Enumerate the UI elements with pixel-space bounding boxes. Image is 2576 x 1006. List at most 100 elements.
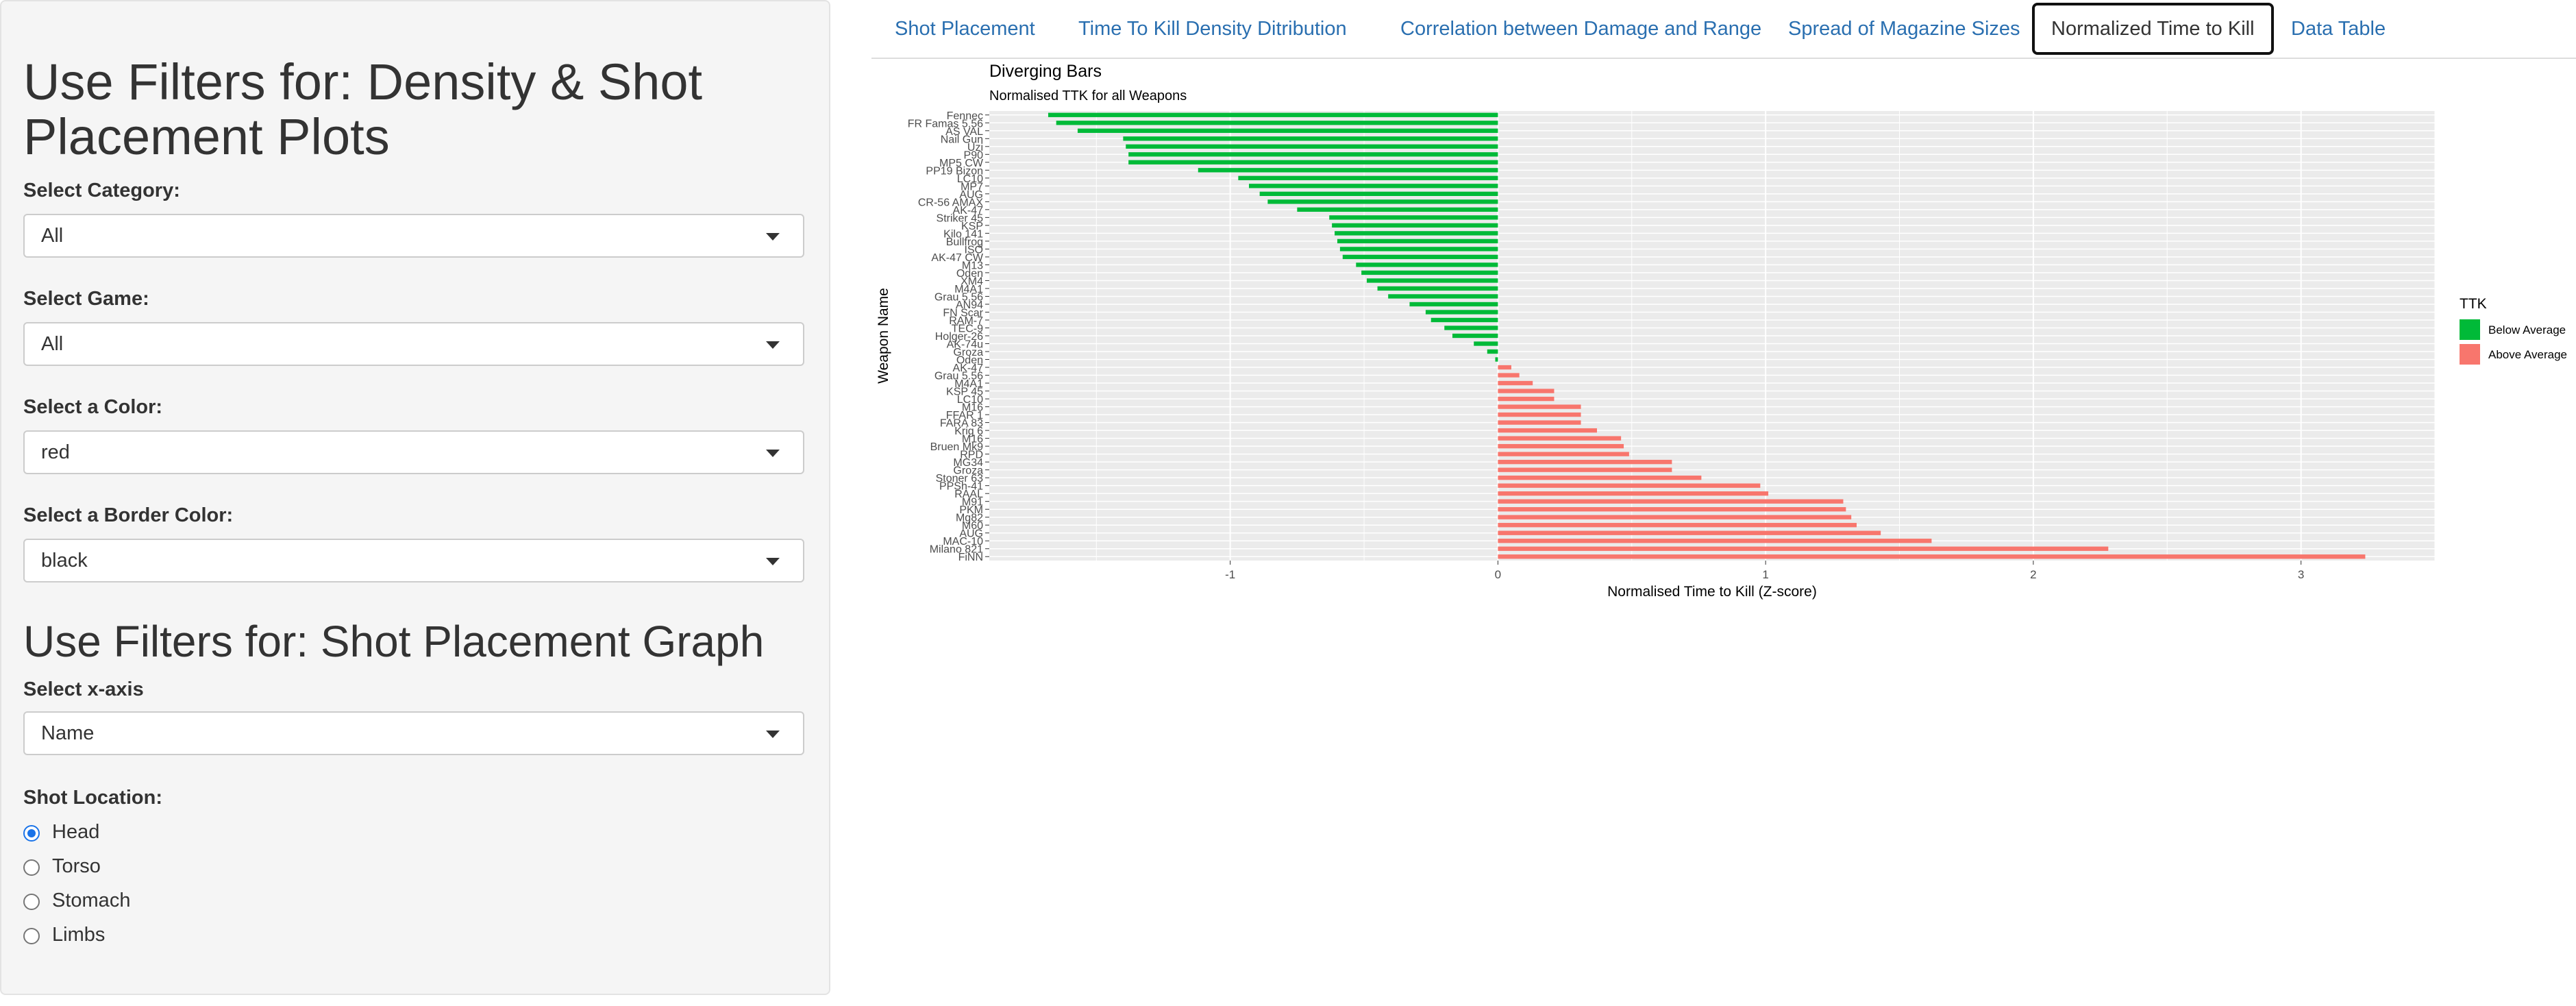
y-tick-label: M4A1 xyxy=(954,378,983,390)
game-label: Select Game: xyxy=(23,288,149,310)
xaxis-label: Select x-axis xyxy=(23,678,144,700)
border-color-select[interactable]: black xyxy=(23,539,804,582)
y-tick-label: KSP xyxy=(961,221,983,232)
chart-bar xyxy=(1361,270,1498,275)
chart-bar xyxy=(1128,160,1498,164)
chart-bar xyxy=(1498,373,1520,378)
chart-bar xyxy=(1198,168,1498,173)
y-tick-label: Fennec xyxy=(947,110,983,122)
chart-bar xyxy=(1498,428,1597,433)
x-tick-label: 2 xyxy=(2030,568,2036,581)
chart-bar xyxy=(1425,310,1498,315)
y-tick-label: AS VAL xyxy=(945,126,983,138)
y-tick-label: Striker 45 xyxy=(937,212,984,224)
sidebar-title-density: Use Filters for: Density & Shot Placemen… xyxy=(23,53,703,165)
tab-magazine-sizes[interactable]: Spread of Magazine Sizes xyxy=(1788,18,2020,40)
y-tick-label: XM4 xyxy=(961,275,983,287)
x-tick-label: -1 xyxy=(1225,568,1235,581)
chevron-down-icon xyxy=(766,341,780,349)
y-tick-label: TEC-9 xyxy=(952,323,983,334)
color-select-value: red xyxy=(41,441,70,463)
chart-bar xyxy=(1377,286,1498,291)
y-tick-label: PPSh-41 xyxy=(939,481,983,493)
radio-button[interactable] xyxy=(23,859,40,876)
xaxis-select[interactable]: Name xyxy=(23,711,804,755)
tab-normalized-ttk[interactable]: Normalized Time to Kill xyxy=(2032,3,2274,55)
radio-label: Torso xyxy=(52,855,101,877)
y-tick-label: MAC-10 xyxy=(943,536,983,548)
chart-bar xyxy=(1335,231,1498,236)
y-tick-label: Grau 5.56 xyxy=(934,291,983,303)
category-select[interactable]: All xyxy=(23,214,804,258)
chart-bar xyxy=(1498,515,1852,519)
x-tick-label: 0 xyxy=(1495,568,1501,581)
chart-bar xyxy=(1498,412,1581,417)
chart-bar xyxy=(1128,152,1498,157)
x-axis-title: Normalised Time to Kill (Z-score) xyxy=(1607,584,1817,600)
legend-label: Above Average xyxy=(2488,348,2567,361)
color-select[interactable]: red xyxy=(23,430,804,474)
legend-swatch xyxy=(2460,319,2480,340)
chart-bar xyxy=(1337,238,1498,244)
y-tick-label: M16 xyxy=(962,434,983,445)
border-color-label: Select a Border Color: xyxy=(23,504,234,526)
radio-button-checked[interactable] xyxy=(23,825,40,842)
category-label: Select Category: xyxy=(23,180,180,201)
chevron-down-icon xyxy=(766,450,780,457)
y-tick-label: RAM-7 xyxy=(949,315,983,327)
y-tick-label: P90 xyxy=(964,149,984,161)
chart-bar xyxy=(1474,341,1498,346)
y-tick-label: Kilo 141 xyxy=(943,228,983,240)
chart-bar xyxy=(1498,380,1533,386)
tab-data-table[interactable]: Data Table xyxy=(2291,18,2386,40)
chevron-down-icon xyxy=(766,233,780,241)
tab-ttk-density[interactable]: Time To Kill Density Ditribution xyxy=(1078,18,1347,40)
legend-title: TTK xyxy=(2460,296,2487,312)
y-tick-label: Milano 821 xyxy=(930,544,983,556)
chevron-down-icon xyxy=(766,558,780,565)
legend-label: Below Average xyxy=(2488,323,2566,336)
y-tick-label: AN94 xyxy=(956,299,983,311)
radio-button[interactable] xyxy=(23,894,40,910)
sidebar-panel: Use Filters for: Density & Shot Placemen… xyxy=(0,0,830,995)
y-tick-label: Grau 5.56 xyxy=(934,371,983,382)
chart-bar xyxy=(1498,389,1555,393)
chart-bar xyxy=(1498,404,1581,409)
chart-bar xyxy=(1409,302,1498,307)
y-tick-label: FR Famas 5.56 xyxy=(908,118,983,130)
chart-bar xyxy=(1339,247,1498,251)
chart-bar xyxy=(1498,554,2366,559)
y-tick-label: Oden xyxy=(956,355,983,367)
diverging-bar-chart: Diverging Bars Normalised TTK for all Wea… xyxy=(876,62,2567,600)
y-tick-label: AK-47 xyxy=(953,363,984,374)
game-select[interactable]: All xyxy=(23,322,804,366)
chart-bar xyxy=(1332,223,1498,228)
tab-shot-placement[interactable]: Shot Placement xyxy=(895,18,1035,40)
chart-bar xyxy=(1498,459,1672,465)
game-select-value: All xyxy=(41,333,64,355)
chart-bar xyxy=(1388,294,1498,299)
y-tick-label: PKM xyxy=(959,504,983,516)
y-tick-label: M13 xyxy=(962,260,983,271)
y-tick-label: AUG xyxy=(959,189,983,201)
y-tick-label: MP5 CW xyxy=(939,158,984,169)
category-select-value: All xyxy=(41,225,64,247)
y-tick-label: Groza xyxy=(953,347,983,358)
chart-bar xyxy=(1498,507,1846,512)
chart-bar xyxy=(1329,215,1498,220)
chart-bar xyxy=(1498,420,1581,425)
tab-bar: Shot Placement Time To Kill Density Ditr… xyxy=(871,0,2576,59)
y-tick-label: FFAR 1 xyxy=(946,410,983,421)
y-tick-label: M91 xyxy=(962,497,983,508)
chart-bar xyxy=(1498,530,1881,535)
y-tick-label: AK-47 xyxy=(953,205,984,217)
radio-button[interactable] xyxy=(23,928,40,944)
y-tick-label: M60 xyxy=(962,520,983,532)
y-tick-label: ISO xyxy=(964,244,983,256)
tab-damage-range[interactable]: Correlation between Damage and Range xyxy=(1400,18,1762,40)
y-tick-label: Mg82 xyxy=(956,513,983,524)
y-tick-label: AUG xyxy=(959,528,983,540)
y-tick-label: Nail Gun xyxy=(941,134,983,145)
chart-bar xyxy=(1123,136,1498,141)
y-tick-label: AK-74u xyxy=(947,339,983,351)
